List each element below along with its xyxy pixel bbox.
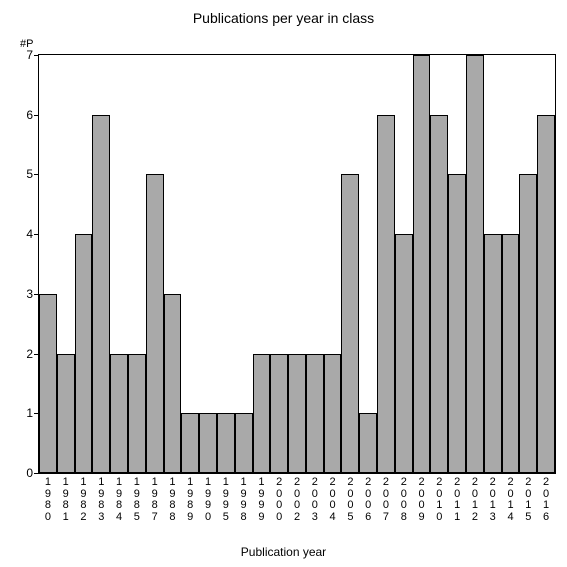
x-tick-label: 2016 xyxy=(540,473,552,523)
bar xyxy=(413,55,431,473)
bar xyxy=(359,413,377,473)
x-axis-label: Publication year xyxy=(0,545,567,559)
bar xyxy=(466,55,484,473)
x-tick-label: 1985 xyxy=(131,473,143,523)
bar xyxy=(502,234,520,473)
bar xyxy=(288,354,306,473)
bar xyxy=(395,234,413,473)
bar xyxy=(377,115,395,473)
chart-container: Publications per year in class #P 012345… xyxy=(0,0,567,567)
x-tick-label: 1984 xyxy=(113,473,125,523)
x-tick-label: 2005 xyxy=(344,473,356,523)
bar xyxy=(235,413,253,473)
bar xyxy=(430,115,448,473)
x-tick-label: 2002 xyxy=(291,473,303,523)
x-tick-label: 1998 xyxy=(238,473,250,523)
y-tick-mark xyxy=(34,174,39,175)
chart-title: Publications per year in class xyxy=(0,0,567,26)
y-tick-mark xyxy=(34,473,39,474)
bar xyxy=(448,174,466,473)
x-tick-label: 1987 xyxy=(149,473,161,523)
bar xyxy=(217,413,235,473)
x-tick-label: 2010 xyxy=(433,473,445,523)
x-tick-label: 2012 xyxy=(469,473,481,523)
bar xyxy=(306,354,324,473)
y-tick-mark xyxy=(34,55,39,56)
bar xyxy=(128,354,146,473)
x-tick-label: 2004 xyxy=(327,473,339,523)
x-tick-label: 1999 xyxy=(255,473,267,523)
bar xyxy=(324,354,342,473)
x-tick-label: 2007 xyxy=(380,473,392,523)
plot-area: 0123456719801981198219831984198519871988… xyxy=(38,54,556,474)
bar xyxy=(181,413,199,473)
bar xyxy=(146,174,164,473)
bar xyxy=(75,234,93,473)
x-tick-label: 1981 xyxy=(60,473,72,523)
bar xyxy=(537,115,555,473)
x-tick-label: 1988 xyxy=(166,473,178,523)
y-tick-mark xyxy=(34,234,39,235)
x-tick-label: 1980 xyxy=(42,473,54,523)
x-tick-label: 2014 xyxy=(505,473,517,523)
x-tick-label: 2003 xyxy=(309,473,321,523)
bar xyxy=(92,115,110,473)
x-tick-label: 1990 xyxy=(202,473,214,523)
x-tick-label: 1982 xyxy=(77,473,89,523)
bar xyxy=(519,174,537,473)
bar xyxy=(253,354,271,473)
x-tick-label: 2011 xyxy=(451,473,463,523)
bar xyxy=(199,413,217,473)
bar xyxy=(39,294,57,473)
x-tick-label: 1995 xyxy=(220,473,232,523)
x-tick-label: 2013 xyxy=(487,473,499,523)
bar xyxy=(341,174,359,473)
y-tick-mark xyxy=(34,115,39,116)
bar xyxy=(57,354,75,473)
bar xyxy=(110,354,128,473)
x-tick-label: 2008 xyxy=(398,473,410,523)
bar xyxy=(270,354,288,473)
x-tick-label: 2015 xyxy=(522,473,534,523)
x-tick-label: 2000 xyxy=(273,473,285,523)
x-tick-label: 1989 xyxy=(184,473,196,523)
x-tick-label: 1983 xyxy=(95,473,107,523)
bar xyxy=(484,234,502,473)
bar xyxy=(164,294,182,473)
x-tick-label: 2009 xyxy=(416,473,428,523)
x-tick-label: 2006 xyxy=(362,473,374,523)
